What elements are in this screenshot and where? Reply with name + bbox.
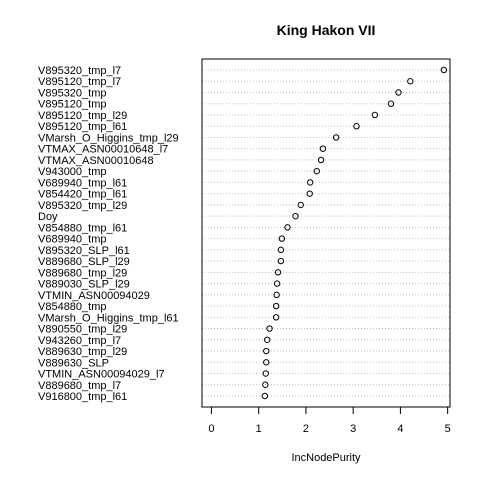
variable-label: VTMAX_ASN00010648_l7 bbox=[38, 144, 168, 156]
data-point bbox=[263, 347, 270, 355]
variable-label: V895120_tmp_l29 bbox=[38, 110, 127, 122]
variable-label: V916800_tmp_l61 bbox=[38, 391, 127, 403]
variable-label: V895320_tmp_l7 bbox=[38, 65, 121, 77]
variable-label: V895120_tmp_l61 bbox=[38, 121, 127, 133]
x-tick-label: 5 bbox=[445, 423, 451, 435]
data-point bbox=[387, 100, 395, 107]
x-axis: 0 1 2 3 4 5 bbox=[208, 406, 451, 435]
variable-label: Doy bbox=[38, 211, 58, 223]
data-point bbox=[274, 269, 282, 276]
data-point bbox=[371, 111, 379, 119]
data-point bbox=[313, 167, 320, 175]
plot-area-frame bbox=[201, 58, 451, 408]
data-point bbox=[278, 235, 286, 242]
variable-label: V854880_tmp bbox=[38, 301, 107, 313]
variable-label: V895120_tmp_l7 bbox=[38, 76, 121, 88]
x-tick-label: 1 bbox=[256, 423, 262, 435]
data-point bbox=[263, 359, 270, 366]
data-points bbox=[261, 66, 448, 400]
data-point bbox=[261, 392, 269, 400]
data-point bbox=[353, 123, 360, 130]
variable-label: V895320_tmp_l29 bbox=[38, 200, 127, 212]
x-axis-label: IncNodePurity bbox=[291, 452, 361, 464]
grid-lines bbox=[202, 69, 450, 397]
variable-label: V689940_tmp bbox=[38, 234, 107, 246]
data-point bbox=[277, 257, 285, 265]
variable-label: V895320_tmp bbox=[38, 87, 107, 99]
variable-label: V854420_tmp_l61 bbox=[38, 189, 127, 201]
data-point bbox=[266, 325, 273, 332]
variable-label: V943000_tmp bbox=[38, 166, 107, 178]
variable-label: V889680_tmp_l7 bbox=[38, 380, 121, 392]
variable-label: V895120_tmp bbox=[38, 99, 107, 111]
variable-label: VTMIN_ASN00094029_l7 bbox=[38, 369, 165, 381]
chart-title: King Hakon VII bbox=[277, 22, 376, 38]
data-point bbox=[395, 89, 402, 96]
data-point bbox=[284, 224, 291, 231]
data-point bbox=[273, 291, 280, 299]
variable-label: VTMAX_ASN00010648 bbox=[38, 155, 154, 167]
data-point bbox=[319, 145, 327, 152]
variable-label: V889630_tmp_l29 bbox=[38, 346, 127, 358]
x-tick-label: 2 bbox=[303, 423, 309, 435]
variable-label: V889030_SLP_l29 bbox=[38, 279, 130, 291]
x-tick-label: 0 bbox=[208, 423, 214, 435]
data-point bbox=[317, 156, 325, 164]
data-point bbox=[440, 66, 448, 74]
data-point bbox=[277, 246, 285, 254]
variable-label: V889680_SLP_l29 bbox=[38, 256, 130, 268]
x-tick-label: 3 bbox=[350, 423, 356, 435]
data-point bbox=[407, 78, 414, 85]
variable-label: V943260_tmp_l7 bbox=[38, 335, 121, 347]
data-point bbox=[332, 134, 340, 141]
data-point bbox=[292, 212, 299, 220]
variable-label: VMarsh_O_Higgins_tmp_l61 bbox=[38, 312, 179, 324]
x-tick-label: 4 bbox=[397, 423, 403, 435]
data-point bbox=[273, 280, 281, 287]
data-point bbox=[306, 179, 314, 186]
data-point bbox=[263, 336, 271, 343]
variable-labels: V895320_tmp_l7V895120_tmp_l7V895320_tmpV… bbox=[38, 65, 179, 403]
variable-label: VTMIN_ASN00094029 bbox=[38, 290, 150, 302]
variable-label: V689940_tmp_l61 bbox=[38, 177, 127, 189]
data-point bbox=[262, 370, 269, 377]
data-point bbox=[306, 190, 313, 197]
data-point bbox=[297, 201, 304, 209]
variable-label: V854880_tmp_l61 bbox=[38, 222, 127, 234]
variable-label: V895320_SLP_l61 bbox=[38, 245, 130, 257]
variable-label: V889680_tmp_l29 bbox=[38, 267, 127, 279]
variable-label: V890550_tmp_l29 bbox=[38, 324, 127, 336]
data-point bbox=[262, 381, 269, 388]
data-point bbox=[272, 302, 280, 310]
variable-label: V889630_SLP bbox=[38, 357, 109, 369]
variable-label: VMarsh_O_Higgins_tmp_l29 bbox=[38, 132, 179, 144]
data-point bbox=[272, 314, 280, 321]
